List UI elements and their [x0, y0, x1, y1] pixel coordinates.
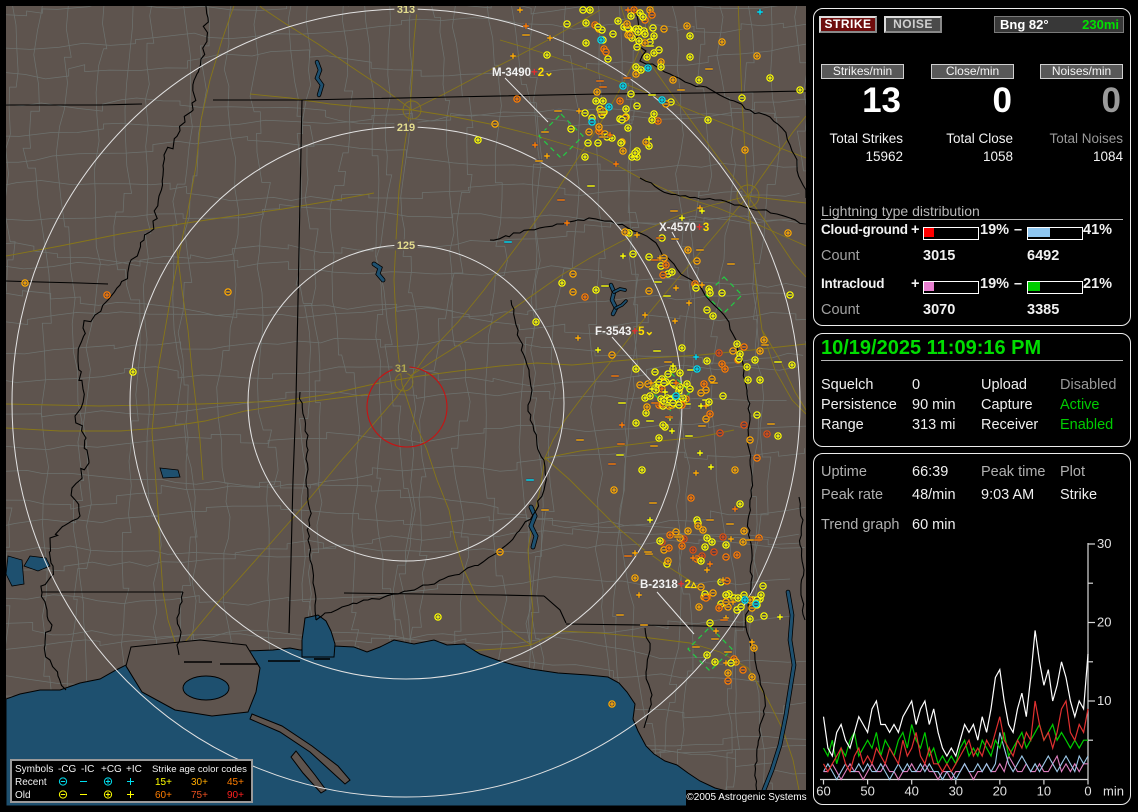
- svg-text:M-3490+2⌄: M-3490+2⌄: [492, 67, 554, 79]
- svg-text:45+: 45+: [227, 777, 244, 788]
- svg-text:313: 313: [397, 6, 415, 16]
- svg-text:15+: 15+: [155, 777, 172, 788]
- svg-text:+IC: +IC: [126, 764, 142, 775]
- svg-text:0: 0: [1084, 784, 1091, 799]
- svg-text:75+: 75+: [191, 790, 208, 801]
- svg-text:20: 20: [1097, 615, 1111, 630]
- svg-text:F-3543+5⌄: F-3543+5⌄: [595, 326, 654, 338]
- svg-text:10: 10: [1037, 784, 1051, 799]
- svg-text:90+: 90+: [227, 790, 244, 801]
- svg-text:-IC: -IC: [81, 764, 94, 775]
- svg-text:50: 50: [860, 784, 874, 799]
- svg-text:31: 31: [395, 363, 407, 375]
- svg-text:20: 20: [993, 784, 1007, 799]
- svg-text:Symbols: Symbols: [15, 764, 53, 775]
- svg-text:X-4570+3: X-4570+3: [659, 222, 709, 234]
- svg-text:-CG: -CG: [58, 764, 77, 775]
- svg-text:30: 30: [1097, 536, 1111, 551]
- svg-text:B-2318+2▵: B-2318+2▵: [640, 579, 698, 591]
- svg-text:Recent: Recent: [15, 777, 47, 788]
- svg-text:30: 30: [949, 784, 963, 799]
- svg-text:219: 219: [397, 122, 415, 134]
- svg-text:40: 40: [904, 784, 918, 799]
- svg-text:60+: 60+: [155, 790, 172, 801]
- svg-text:30+: 30+: [191, 777, 208, 788]
- svg-text:10: 10: [1097, 693, 1111, 708]
- svg-text:+CG: +CG: [101, 764, 122, 775]
- svg-text:125: 125: [397, 240, 415, 252]
- svg-text:min: min: [1103, 784, 1124, 799]
- svg-text:Old: Old: [15, 790, 31, 801]
- svg-text:Strike age color codes: Strike age color codes: [152, 764, 247, 775]
- svg-text:60: 60: [816, 784, 830, 799]
